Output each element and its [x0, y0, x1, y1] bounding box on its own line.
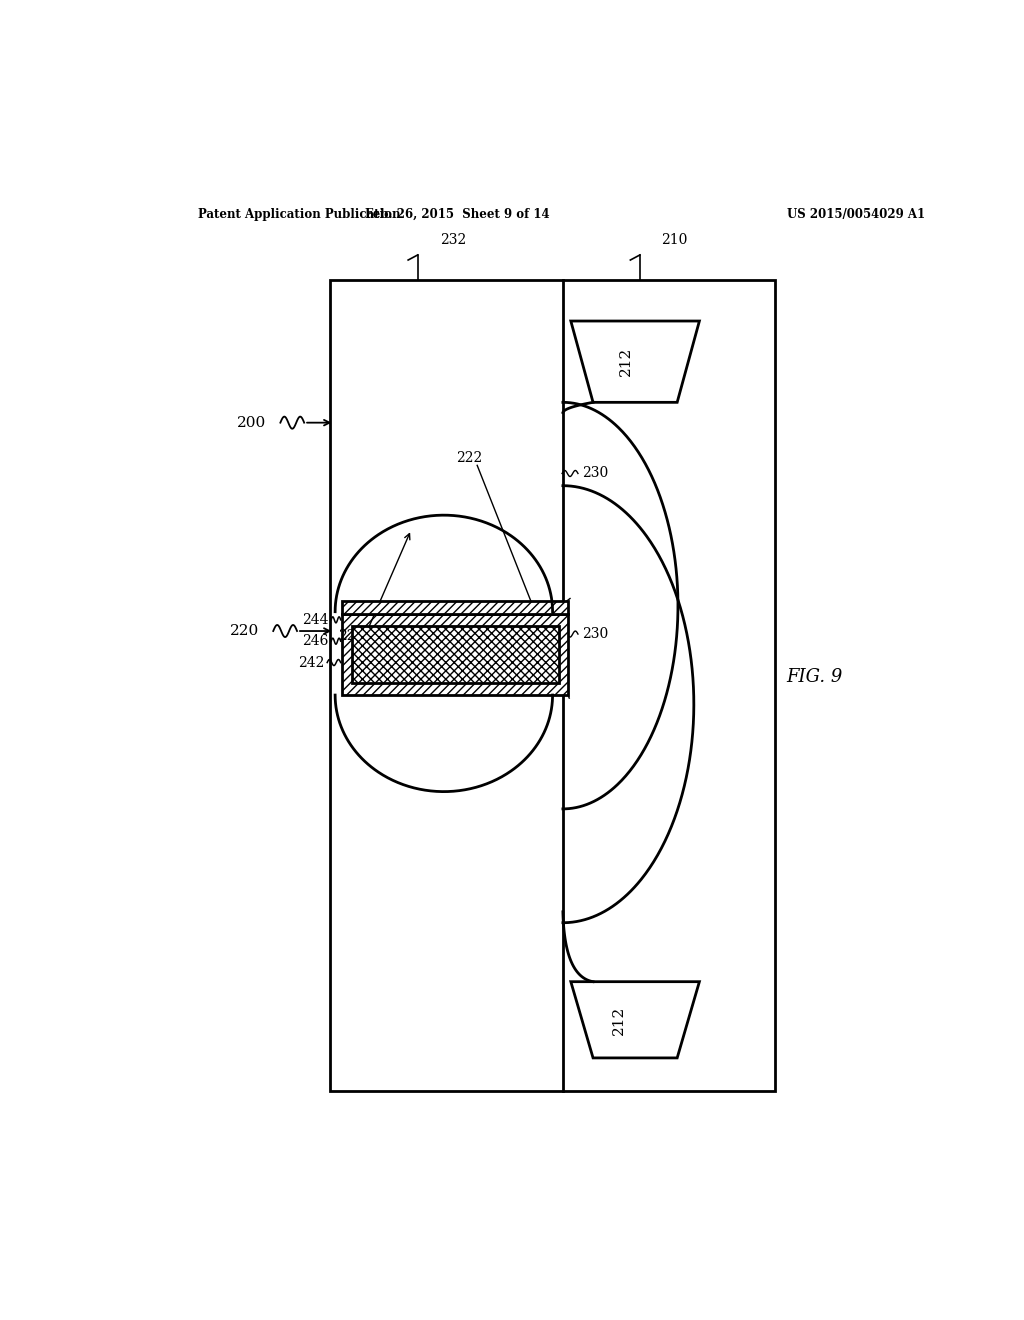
Text: 224: 224 [468, 644, 495, 659]
Text: 230: 230 [582, 627, 608, 642]
Bar [342, 601, 568, 614]
Text: 222: 222 [456, 451, 482, 465]
Text: US 2015/0054029 A1: US 2015/0054029 A1 [786, 207, 925, 220]
Text: 212: 212 [618, 347, 633, 376]
Text: 212: 212 [611, 1006, 626, 1035]
Bar [331, 280, 775, 1092]
Text: FIG. 9: FIG. 9 [786, 668, 843, 686]
Text: 242: 242 [298, 656, 325, 669]
Text: 210: 210 [662, 232, 688, 247]
Polygon shape [570, 321, 699, 403]
Bar [342, 614, 568, 696]
Text: 246: 246 [302, 634, 329, 648]
Text: 232: 232 [440, 232, 466, 247]
Text: 220: 220 [229, 624, 259, 638]
Bar [352, 626, 559, 682]
Text: 230: 230 [582, 466, 608, 480]
Text: 244: 244 [302, 612, 329, 627]
Polygon shape [570, 982, 699, 1057]
Text: Patent Application Publication: Patent Application Publication [198, 207, 400, 220]
Text: 200: 200 [237, 416, 266, 430]
Text: 228: 228 [338, 630, 365, 643]
Text: Feb. 26, 2015  Sheet 9 of 14: Feb. 26, 2015 Sheet 9 of 14 [365, 207, 550, 220]
